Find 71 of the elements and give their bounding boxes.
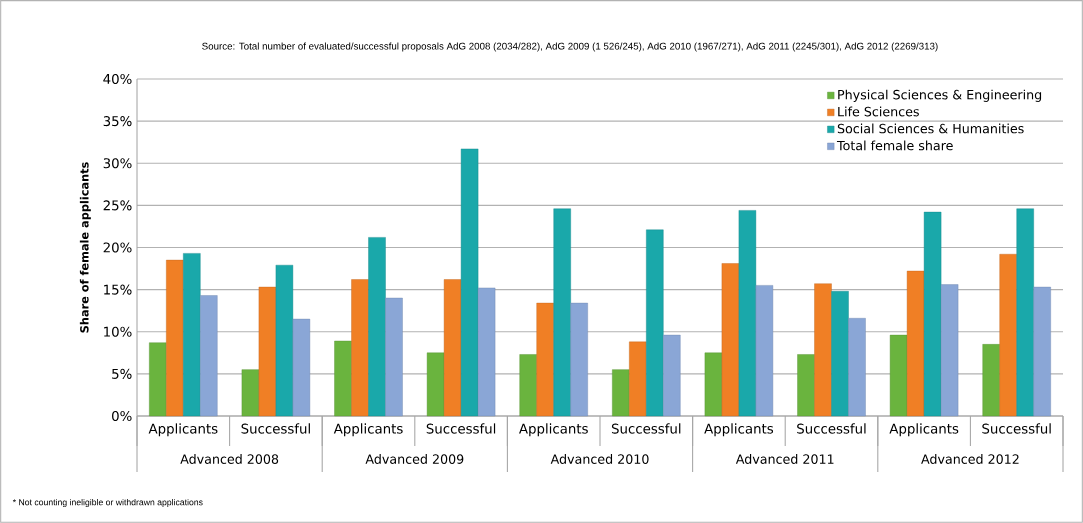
bar: [738, 210, 757, 417]
bar: [889, 334, 908, 417]
bar: [334, 340, 352, 417]
bar: [831, 291, 849, 417]
text: * Not counting ineligible or withdrawn applications: [12, 498, 203, 508]
bar: [477, 287, 496, 417]
y-tick-label: 5%: [112, 368, 132, 379]
bar: [704, 352, 723, 417]
bar: [940, 284, 959, 417]
bar: [368, 237, 386, 417]
bar: [1016, 208, 1034, 417]
y-tick-label: 30%: [103, 158, 132, 169]
x-tick-label: Successful: [797, 423, 866, 434]
y-tick-label: 20%: [103, 242, 132, 253]
x-tick-label: Applicants: [333, 423, 403, 437]
bar: [258, 286, 277, 417]
legend-label: Total female share: [836, 140, 953, 151]
bar: [797, 354, 815, 417]
y-axis-title: Share of female applicants: [79, 162, 91, 333]
y-tick-label: 0%: [112, 410, 132, 422]
y-tick-label: 15%: [104, 284, 132, 295]
text: Advanced 2009: [365, 454, 464, 464]
x-tick-label: Successful: [241, 423, 310, 434]
bar: [848, 318, 866, 417]
bar: [923, 211, 942, 417]
bar: [553, 208, 571, 417]
x-tick-label: Applicants: [889, 423, 959, 437]
bar: [999, 254, 1017, 417]
bar: [536, 302, 554, 417]
x-tick-label: Successful: [982, 423, 1051, 434]
legend-label: Life Sciences: [838, 106, 919, 117]
x-tick-label: Successful: [426, 423, 496, 434]
x-tick-label: Applicants: [148, 423, 218, 437]
bar: [351, 279, 369, 417]
text: Advanced 2008: [180, 454, 279, 464]
y-tick-label: 35%: [103, 116, 132, 127]
bar: [183, 253, 201, 417]
bar: [292, 318, 311, 417]
bar: [200, 295, 218, 417]
bar: [426, 352, 445, 417]
bar: [443, 279, 462, 417]
bar: [166, 259, 184, 417]
bar: [629, 341, 647, 417]
x-tick-label: Successful: [611, 423, 681, 434]
bar: [519, 354, 537, 417]
bar: [385, 297, 403, 417]
text: Advanced 2010: [550, 454, 649, 464]
text: Advanced 2012: [921, 454, 1019, 464]
y-tick-label: 10%: [104, 326, 132, 337]
source-note: Source: Total number of evaluated/successful proposals AdG 2008 (2034/282), AdG 2009 (1 526/245), AdG 2010 (1967/271), AdG 2011 (2245/301), AdG 2012 (2269/313): [202, 42, 938, 52]
legend-label: Social Sciences & Humanities: [837, 123, 1024, 134]
x-tick-label: Applicants: [519, 423, 588, 437]
bar: [149, 342, 167, 417]
bar: [646, 229, 664, 417]
bar: [982, 344, 1000, 417]
bar: [570, 302, 588, 417]
y-tick-label: 25%: [103, 200, 132, 211]
bar: [755, 285, 774, 417]
bar: [814, 283, 832, 417]
bar: [721, 263, 740, 417]
legend-label: Physical Sciences & Engineering: [838, 89, 1042, 102]
bar: [663, 334, 681, 417]
bar: [612, 369, 630, 417]
bar: [460, 148, 479, 417]
y-tick-label: 40%: [103, 73, 132, 85]
bar: [241, 369, 260, 417]
bar: [1033, 286, 1051, 417]
text: Advanced 2011: [735, 454, 834, 464]
x-tick-label: Applicants: [704, 423, 774, 437]
bar: [906, 270, 925, 417]
bar: [275, 264, 294, 417]
